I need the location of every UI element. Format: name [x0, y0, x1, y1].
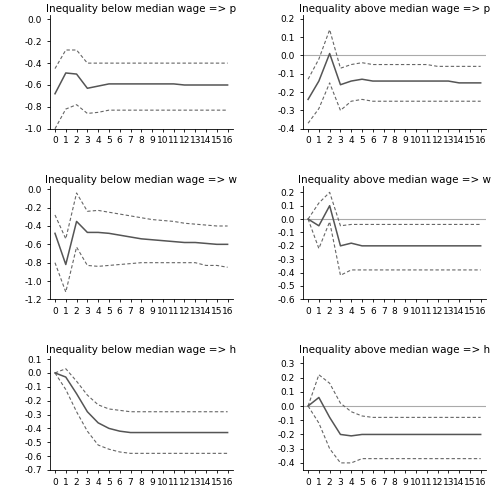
Title: Inequality below median wage => p: Inequality below median wage => p: [46, 4, 237, 14]
Title: Inequality below median wage => h: Inequality below median wage => h: [46, 346, 237, 356]
Title: Inequality above median wage => p: Inequality above median wage => p: [299, 4, 490, 14]
Title: Inequality below median wage => w: Inequality below median wage => w: [45, 175, 237, 185]
Title: Inequality above median wage => w: Inequality above median wage => w: [298, 175, 491, 185]
Title: Inequality above median wage => h: Inequality above median wage => h: [299, 346, 490, 356]
